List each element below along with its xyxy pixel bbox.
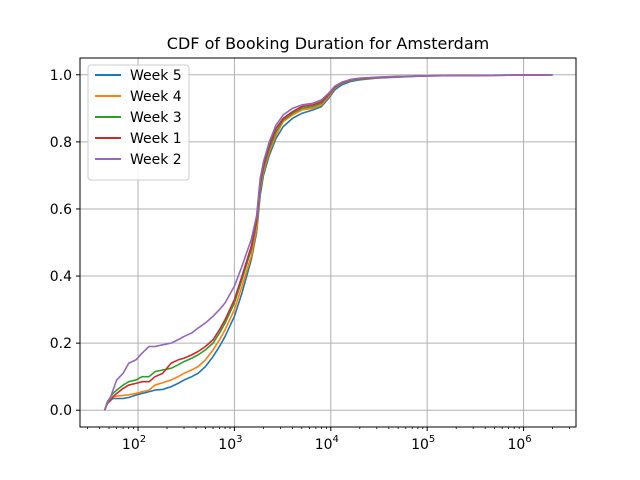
legend-box — [87, 64, 190, 181]
y-tick-label: 0.4 — [50, 269, 72, 285]
x-tick-label: 104 — [315, 434, 339, 453]
legend-label: Week 1 — [130, 131, 182, 147]
y-tick-label: 0.8 — [50, 135, 72, 151]
x-tick-base: 10 — [218, 437, 236, 453]
y-tick-label: 0.6 — [50, 202, 72, 218]
x-tick-exponent: 2 — [140, 434, 146, 445]
y-tick-label: 1.0 — [50, 68, 72, 84]
x-tick-label: 102 — [122, 434, 146, 453]
legend: Week 5 Week 4 Week 3 Week 1 Week 2 — [87, 64, 190, 181]
plot-frame — [79, 57, 577, 428]
legend-label: Week 2 — [130, 152, 182, 168]
x-tick-label: 106 — [507, 434, 531, 453]
y-tick-label: 0.2 — [50, 336, 72, 352]
x-tick-exponent: 6 — [525, 434, 531, 445]
x-tick-label: 105 — [411, 434, 435, 453]
x-tick-exponent: 4 — [333, 434, 339, 445]
chart-title: CDF of Booking Duration for Amsterdam — [167, 34, 489, 53]
legend-label: Week 3 — [130, 110, 182, 126]
legend-label: Week 4 — [130, 89, 182, 105]
series-lines — [103, 73, 553, 411]
x-tick-base: 10 — [122, 437, 140, 453]
x-tick-exponent: 5 — [429, 434, 435, 445]
y-tick-label: 0.0 — [50, 403, 72, 419]
legend-label: Week 5 — [130, 68, 182, 84]
series-line — [103, 73, 553, 411]
series-line — [103, 73, 553, 411]
x-tick-label: 103 — [218, 434, 242, 453]
x-tick-base: 10 — [411, 437, 429, 453]
grid-lines — [80, 58, 576, 427]
x-tick-base: 10 — [507, 437, 525, 453]
x-tick-base: 10 — [315, 437, 333, 453]
x-tick-exponent: 3 — [236, 434, 242, 445]
